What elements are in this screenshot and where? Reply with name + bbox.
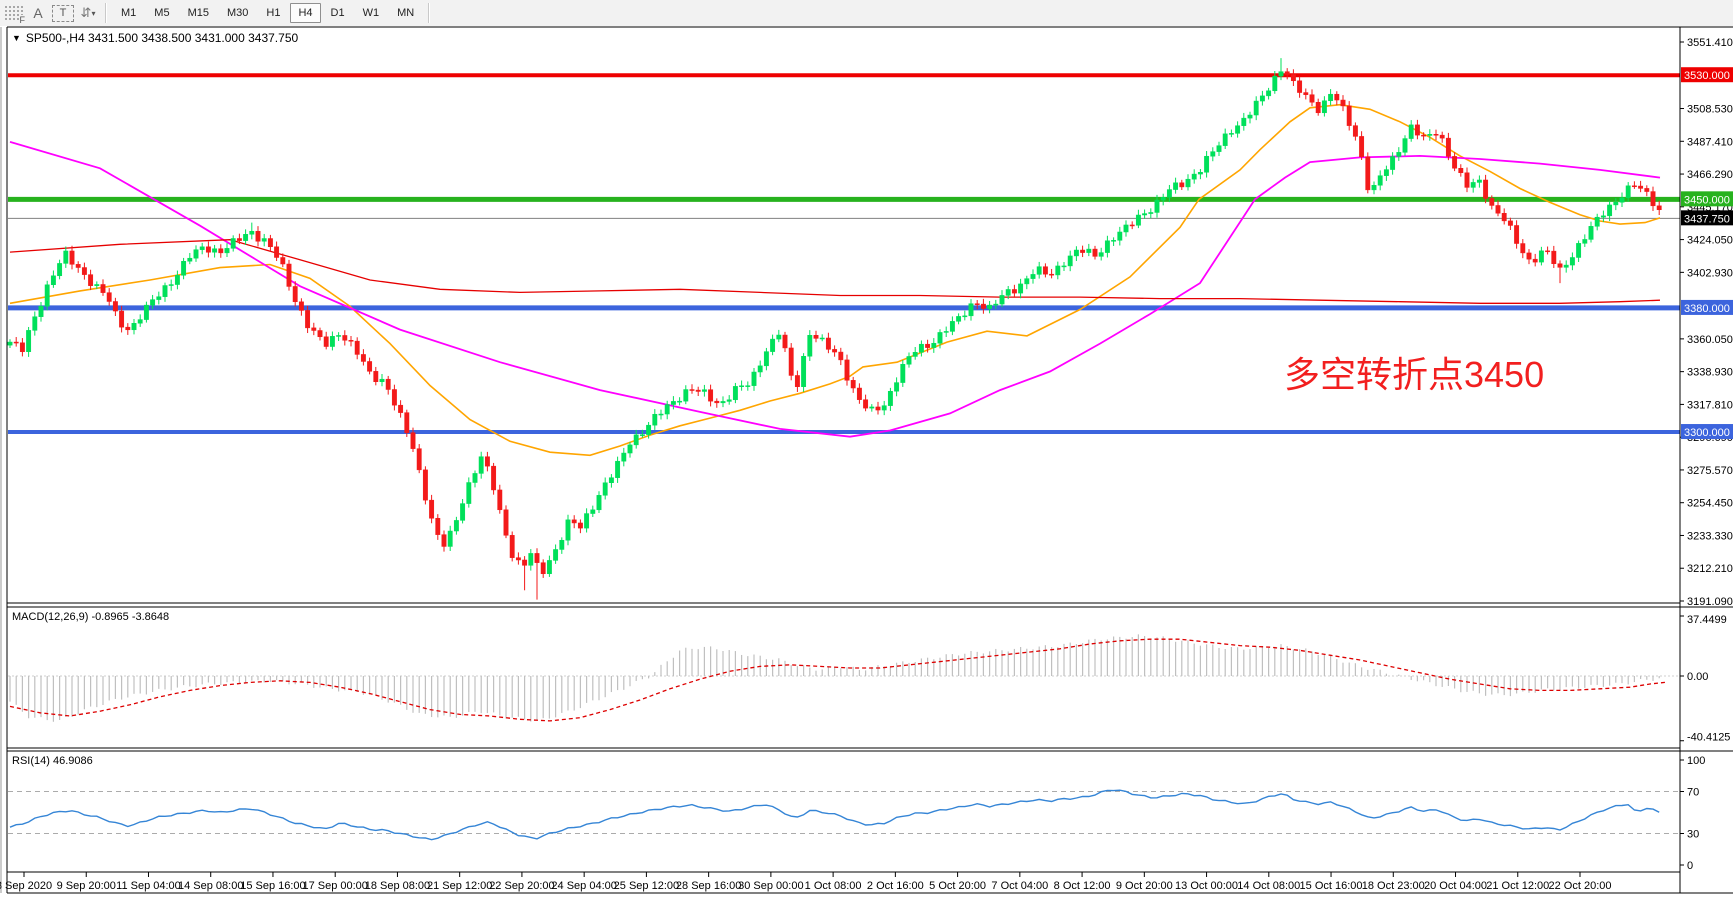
svg-text:25 Sep 12:00: 25 Sep 12:00 [614,880,679,892]
svg-text:28 Sep 16:00: 28 Sep 16:00 [676,880,741,892]
rsi-pane [8,789,1680,841]
svg-text:18 Sep 08:00: 18 Sep 08:00 [365,880,430,892]
svg-text:3402.930: 3402.930 [1687,267,1733,279]
svg-text:20 Oct 04:00: 20 Oct 04:00 [1424,880,1487,892]
ma-slow-magenta [9,141,1661,438]
price-axis[interactable]: 3551.4103508.5303487.4103466.2903445.170… [1680,37,1733,608]
rsi-label: RSI(14) 46.9086 [12,755,93,767]
chart-title-text: SP500-,H4 3431.500 3438.500 3431.000 343… [25,31,299,45]
tf-button-MN[interactable]: MN [397,7,415,19]
svg-text:8 Sep 2020: 8 Sep 2020 [0,880,52,892]
svg-text:30 Sep 00:00: 30 Sep 00:00 [738,880,803,892]
svg-text:14 Sep 08:00: 14 Sep 08:00 [178,880,243,892]
pane-borders [0,26,1733,894]
macd-axis[interactable]: 37.4499 0.00 -40.4125 [1680,614,1730,744]
templates-grid-letter: F [18,15,26,25]
svg-text:3212.210: 3212.210 [1687,563,1733,575]
arrange-arrows-icon[interactable]: ⇵ ▾ [78,3,98,23]
svg-text:3487.410: 3487.410 [1687,136,1733,148]
tf-button-M5[interactable]: M5 [154,7,170,19]
svg-text:7 Oct 04:00: 7 Oct 04:00 [991,880,1048,892]
rsi-axis[interactable]: 100 70 30 0 [1680,755,1705,872]
svg-text:14 Oct 08:00: 14 Oct 08:00 [1237,880,1300,892]
svg-text:3508.530: 3508.530 [1687,104,1733,116]
macd-pane [8,634,1680,722]
tf-button-D1[interactable]: D1 [330,7,345,19]
svg-text:15 Sep 16:00: 15 Sep 16:00 [240,880,305,892]
svg-text:15 Oct 16:00: 15 Oct 16:00 [1300,880,1363,892]
svg-text:2 Oct 16:00: 2 Oct 16:00 [867,880,924,892]
toolbar: F A T ⇵ ▾ M1 M5 M15 M30 H1 H4 D1 W1 MN [0,0,1733,27]
svg-text:3300.000: 3300.000 [1684,427,1730,439]
svg-text:8 Oct 12:00: 8 Oct 12:00 [1054,880,1111,892]
macd-signal-line [9,638,1666,722]
svg-text:21 Sep 12:00: 21 Sep 12:00 [427,880,492,892]
text-label-icon[interactable]: A [33,5,43,21]
svg-text:3233.330: 3233.330 [1687,530,1733,542]
svg-text:37.4499: 37.4499 [1687,614,1727,626]
svg-text:3317.810: 3317.810 [1687,399,1733,411]
svg-text:13 Oct 00:00: 13 Oct 00:00 [1175,880,1238,892]
toolbar-separator [428,3,431,23]
svg-text:9 Sep 20:00: 9 Sep 20:00 [57,880,116,892]
tf-button-M1[interactable]: M1 [121,7,137,19]
svg-text:22 Sep 20:00: 22 Sep 20:00 [489,880,554,892]
svg-text:21 Oct 12:00: 21 Oct 12:00 [1486,880,1549,892]
svg-text:0: 0 [1687,860,1693,872]
toolbar-separator [105,3,107,23]
candles [7,58,1662,600]
svg-text:3275.570: 3275.570 [1687,465,1733,477]
svg-text:100: 100 [1687,755,1705,767]
svg-text:3466.290: 3466.290 [1687,169,1733,181]
svg-text:5 Oct 20:00: 5 Oct 20:00 [929,880,986,892]
svg-text:-40.4125: -40.4125 [1687,732,1730,744]
svg-text:3437.750: 3437.750 [1684,213,1730,225]
svg-text:3191.090: 3191.090 [1687,596,1733,608]
templates-grid-icon[interactable]: F [4,5,26,25]
svg-text:3450.000: 3450.000 [1684,194,1730,206]
svg-text:0.00: 0.00 [1687,671,1708,683]
timeframe-group: M1 M5 M15 M30 H1 H4 D1 W1 MN [112,0,423,26]
svg-text:3254.450: 3254.450 [1687,498,1733,510]
chart-menu-icon[interactable]: ▼ [12,33,21,43]
tf-button-W1[interactable]: W1 [362,7,380,19]
svg-text:24 Sep 04:00: 24 Sep 04:00 [551,880,616,892]
ma-long-red [9,239,1661,304]
svg-text:3380.000: 3380.000 [1684,303,1730,315]
svg-text:11 Sep 04:00: 11 Sep 04:00 [116,880,181,892]
chevron-down-icon: ▾ [91,8,96,18]
svg-text:70: 70 [1687,787,1699,799]
svg-text:9 Oct 20:00: 9 Oct 20:00 [1116,880,1173,892]
svg-text:3338.930: 3338.930 [1687,367,1733,379]
svg-text:3551.410: 3551.410 [1687,37,1733,49]
arrows-glyph: ⇵ [80,5,92,20]
svg-text:30: 30 [1687,829,1699,841]
macd-label: MACD(12,26,9) -0.8965 -3.8648 [12,611,170,623]
chart-title: ▼ SP500-,H4 3431.500 3438.500 3431.000 34… [12,31,298,45]
tf-button-H4[interactable]: H4 [290,3,321,23]
tf-button-M30[interactable]: M30 [226,7,249,19]
svg-text:3530.000: 3530.000 [1684,70,1730,82]
svg-text:3424.050: 3424.050 [1687,235,1733,247]
svg-text:22 Oct 20:00: 22 Oct 20:00 [1549,880,1612,892]
svg-text:18 Oct 23:00: 18 Oct 23:00 [1362,880,1425,892]
svg-text:1 Oct 08:00: 1 Oct 08:00 [805,880,862,892]
svg-text:17 Sep 00:00: 17 Sep 00:00 [302,880,367,892]
horizontal-lines[interactable] [8,73,1680,435]
text-box-icon[interactable]: T [52,4,74,22]
tf-button-H1[interactable]: H1 [266,7,281,19]
tf-button-M15[interactable]: M15 [187,7,209,19]
rsi-line [9,789,1660,841]
svg-text:3360.050: 3360.050 [1687,334,1733,346]
annotation-text: 多空转折点3450 [1284,354,1545,395]
